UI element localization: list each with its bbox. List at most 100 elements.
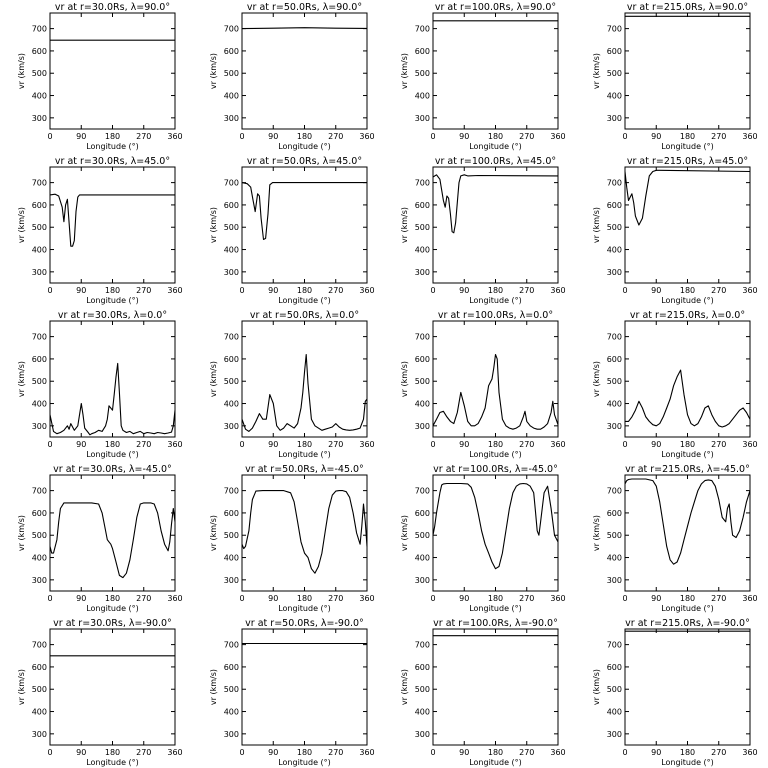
x-axis-label: Longitude (°) (86, 142, 139, 151)
y-axis-label: vr (km/s) (17, 53, 26, 89)
x-tick-label: 180 (105, 286, 120, 295)
x-tick-label: 90 (76, 748, 86, 757)
x-tick-label: 360 (167, 132, 182, 141)
x-tick-label: 180 (680, 440, 695, 449)
x-tick-label: 0 (239, 594, 244, 603)
x-tick-label: 360 (550, 286, 565, 295)
y-tick-label: 700 (224, 333, 239, 342)
x-axis-label: Longitude (°) (661, 296, 714, 305)
y-tick-label: 500 (607, 223, 622, 232)
y-tick-label: 600 (32, 47, 47, 56)
x-axis-label: Longitude (°) (469, 296, 522, 305)
x-tick-label: 90 (268, 594, 278, 603)
y-tick-label: 600 (415, 201, 430, 210)
x-tick-label: 180 (488, 440, 503, 449)
y-tick-label: 600 (224, 509, 239, 518)
y-tick-label: 700 (224, 179, 239, 188)
x-tick-label: 360 (167, 594, 182, 603)
y-axis-label: vr (km/s) (209, 361, 218, 397)
plot-frame (49, 628, 176, 746)
x-axis-label: Longitude (°) (86, 604, 139, 613)
series-line (241, 490, 368, 574)
x-tick-label: 90 (268, 748, 278, 757)
y-tick-label: 300 (415, 730, 430, 739)
y-tick-label: 500 (607, 685, 622, 694)
panel: vr at r=100.0Rs, λ=0.0° 0 90 180 270 360 300 40… (400, 310, 566, 459)
x-tick-label: 180 (297, 594, 312, 603)
x-axis-label: Longitude (°) (278, 450, 331, 459)
x-tick-label: 90 (76, 594, 86, 603)
x-axis-label: Longitude (°) (278, 142, 331, 151)
x-tick-label: 0 (430, 440, 435, 449)
y-tick-label: 700 (415, 487, 430, 496)
x-tick-label: 180 (680, 286, 695, 295)
x-tick-label: 90 (459, 286, 469, 295)
panel: vr at r=50.0Rs, λ=-90.0° 0 90 180 270 360 300 4… (209, 618, 375, 767)
y-tick-label: 700 (607, 487, 622, 496)
y-axis-label: vr (km/s) (592, 669, 601, 705)
x-tick-label: 90 (651, 440, 661, 449)
y-tick-label: 700 (32, 641, 47, 650)
panel-title: vr at r=30.0Rs, λ=-90.0° (53, 618, 172, 629)
y-tick-label: 300 (607, 422, 622, 431)
x-tick-label: 0 (239, 440, 244, 449)
y-tick-label: 500 (224, 223, 239, 232)
y-tick-label: 500 (224, 377, 239, 386)
panel-title: vr at r=30.0Rs, λ=-45.0° (53, 464, 172, 475)
x-tick-label: 360 (359, 748, 374, 757)
panel-title: vr at r=50.0Rs, λ=90.0° (247, 2, 362, 13)
y-axis-label: vr (km/s) (17, 207, 26, 243)
x-tick-label: 270 (136, 286, 151, 295)
plot-frame (49, 474, 176, 592)
x-tick-label: 360 (359, 440, 374, 449)
x-tick-label: 180 (297, 132, 312, 141)
x-tick-label: 270 (711, 748, 726, 757)
x-tick-label: 0 (47, 748, 52, 757)
y-tick-label: 300 (415, 422, 430, 431)
x-tick-label: 0 (430, 132, 435, 141)
panel-title: vr at r=215.0Rs, λ=90.0° (627, 2, 748, 13)
x-tick-label: 180 (488, 748, 503, 757)
plot-frame (624, 474, 751, 592)
x-tick-label: 0 (622, 440, 627, 449)
y-tick-label: 400 (224, 708, 239, 717)
y-tick-label: 300 (415, 114, 430, 123)
y-axis-label: vr (km/s) (17, 361, 26, 397)
x-axis-label: Longitude (°) (661, 450, 714, 459)
panel: vr at r=30.0Rs, λ=-45.0° 0 90 180 270 360 300 4… (17, 464, 183, 613)
x-tick-label: 0 (47, 132, 52, 141)
x-tick-label: 270 (711, 132, 726, 141)
y-tick-label: 400 (607, 554, 622, 563)
y-tick-label: 700 (415, 333, 430, 342)
y-tick-label: 300 (224, 114, 239, 123)
panel: vr at r=215.0Rs, λ=-45.0° 0 90 180 270 360 300… (592, 464, 758, 613)
y-tick-label: 700 (32, 333, 47, 342)
panel: vr at r=30.0Rs, λ=0.0° 0 90 180 270 360 300 400… (17, 310, 183, 459)
y-tick-label: 300 (415, 268, 430, 277)
x-tick-label: 180 (297, 286, 312, 295)
x-tick-label: 90 (268, 440, 278, 449)
x-tick-label: 0 (239, 286, 244, 295)
y-tick-label: 600 (32, 355, 47, 364)
panel-title: vr at r=30.0Rs, λ=90.0° (55, 2, 170, 13)
y-tick-label: 700 (224, 487, 239, 496)
y-tick-label: 400 (224, 554, 239, 563)
panel-title: vr at r=215.0Rs, λ=0.0° (630, 310, 745, 321)
x-tick-label: 270 (519, 594, 534, 603)
y-tick-label: 500 (415, 377, 430, 386)
x-tick-label: 0 (47, 440, 52, 449)
panel-title: vr at r=30.0Rs, λ=0.0° (58, 310, 167, 321)
x-tick-label: 360 (742, 748, 757, 757)
plot-frame (432, 12, 559, 130)
y-axis-label: vr (km/s) (592, 53, 601, 89)
y-tick-label: 500 (607, 377, 622, 386)
y-tick-label: 600 (607, 663, 622, 672)
x-tick-label: 180 (297, 748, 312, 757)
y-axis-label: vr (km/s) (209, 207, 218, 243)
x-axis-label: Longitude (°) (469, 758, 522, 767)
x-tick-label: 0 (239, 748, 244, 757)
x-tick-label: 270 (519, 748, 534, 757)
x-tick-label: 90 (651, 132, 661, 141)
x-axis-label: Longitude (°) (86, 758, 139, 767)
